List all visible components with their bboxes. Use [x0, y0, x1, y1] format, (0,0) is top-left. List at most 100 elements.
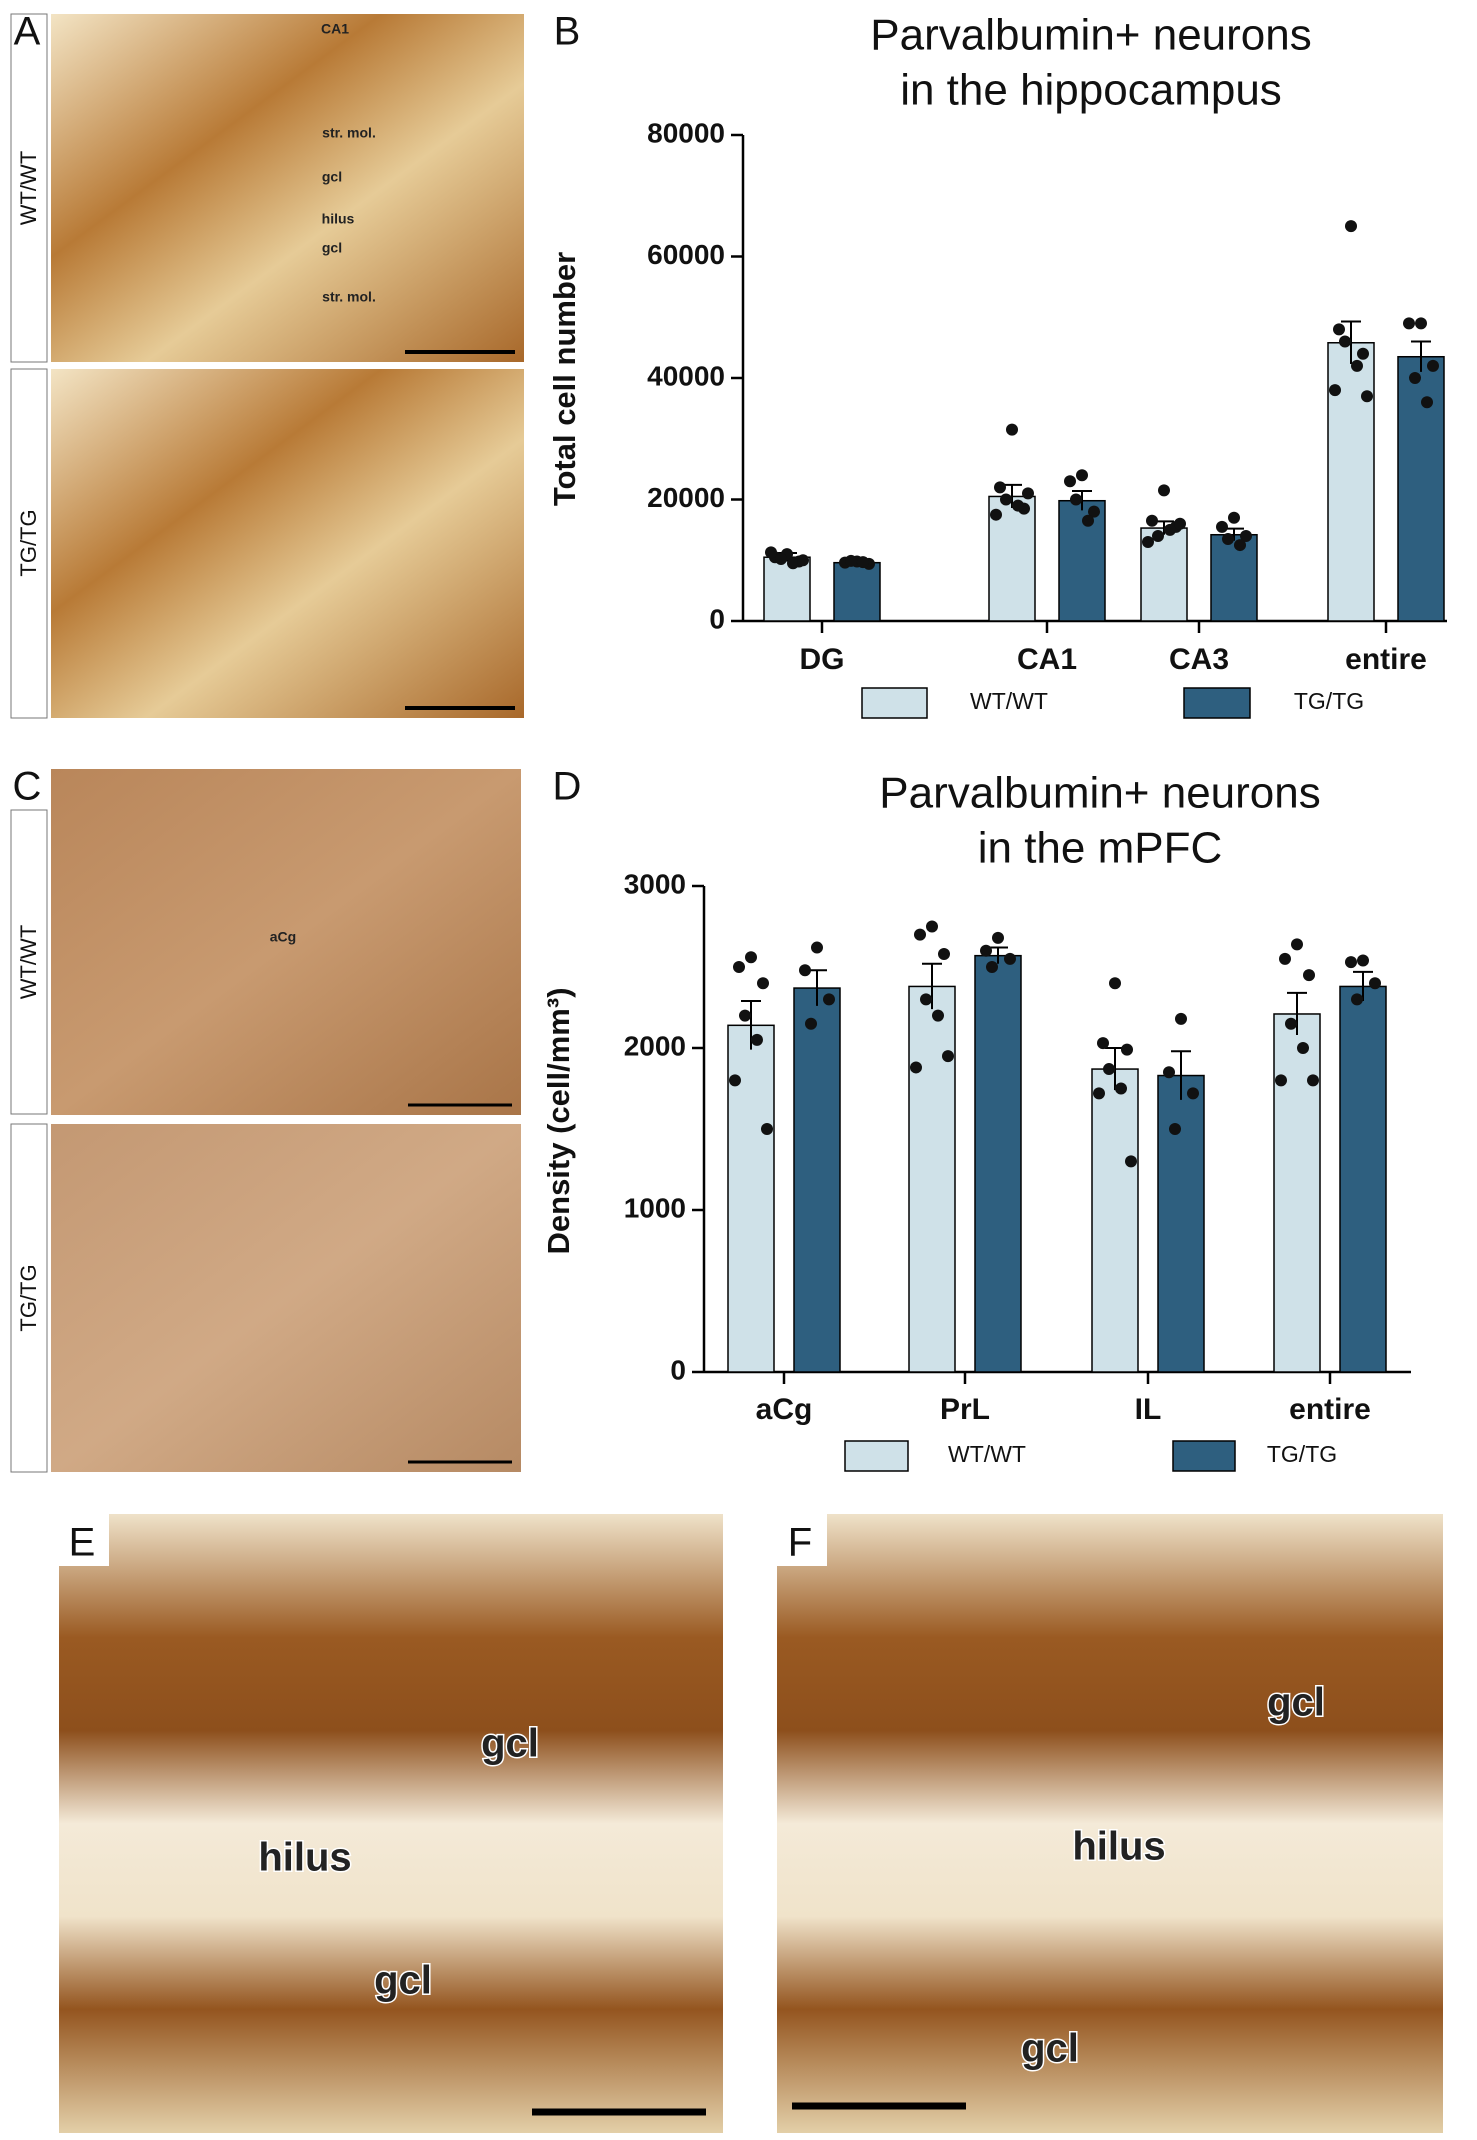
- data-point: [805, 1017, 817, 1030]
- legend-label: TG/TG: [1267, 1441, 1337, 1467]
- data-point: [994, 481, 1006, 494]
- chart-title: in the hippocampus: [900, 66, 1282, 115]
- annotation: hilus: [322, 211, 355, 227]
- data-point: [932, 1009, 944, 1022]
- data-point: [1275, 1074, 1287, 1087]
- data-point: [980, 944, 992, 957]
- bar: [763, 556, 811, 622]
- letter-bg: [777, 1514, 827, 1566]
- legend-swatch: [1172, 1440, 1236, 1472]
- micrograph: [777, 1514, 1443, 2133]
- legend-label: WT/WT: [948, 1441, 1026, 1467]
- chart-title: Parvalbumin+ neurons: [879, 769, 1320, 818]
- data-point: [811, 941, 823, 954]
- legend-swatch: [844, 1440, 909, 1472]
- panel-a: [10, 13, 524, 719]
- data-point: [1146, 514, 1158, 527]
- data-point: [757, 977, 769, 990]
- bar: [1157, 1074, 1205, 1373]
- bar: [1210, 533, 1258, 622]
- data-point: [1070, 493, 1082, 506]
- data-point: [1175, 1012, 1187, 1025]
- panel-letter: B: [554, 10, 581, 54]
- x-tick-label: IL: [1135, 1393, 1162, 1426]
- error-bar: [922, 962, 942, 1010]
- data-point: [938, 948, 950, 961]
- annotation: gcl: [322, 240, 342, 256]
- data-point: [926, 920, 938, 933]
- data-point: [1121, 1043, 1133, 1056]
- x-tick-label: entire: [1289, 1393, 1371, 1426]
- data-point: [1125, 1155, 1137, 1168]
- data-point: [1415, 317, 1427, 330]
- data-point: [745, 951, 757, 964]
- data-point: [739, 1009, 751, 1022]
- error-bar: [1341, 320, 1361, 365]
- row-label-box: [10, 13, 48, 363]
- row-label-box: [10, 1123, 48, 1473]
- bar: [1273, 1013, 1321, 1373]
- data-point: [920, 993, 932, 1006]
- annotation: gcl: [481, 1722, 539, 1766]
- data-point: [1000, 493, 1012, 506]
- data-point: [1240, 529, 1252, 542]
- data-point: [1345, 220, 1357, 233]
- data-point: [1369, 977, 1381, 990]
- legend-label: TG/TG: [1294, 688, 1364, 714]
- row-label: TG/TG: [16, 509, 41, 576]
- data-point: [1088, 505, 1100, 518]
- chart-title: in the mPFC: [978, 824, 1223, 873]
- data-point: [1004, 952, 1016, 965]
- data-point: [1064, 475, 1076, 488]
- data-point: [1076, 469, 1088, 482]
- annotation: gcl: [1267, 1681, 1325, 1725]
- y-tick-label: 0: [670, 1354, 686, 1385]
- data-point: [1285, 1017, 1297, 1030]
- data-point: [942, 1050, 954, 1063]
- data-point: [1103, 1063, 1115, 1076]
- data-point: [1403, 317, 1415, 330]
- data-point: [797, 554, 809, 567]
- error-bar: [1287, 991, 1307, 1036]
- data-point: [1421, 396, 1433, 409]
- micrograph: [51, 14, 524, 362]
- micrograph: [51, 369, 524, 718]
- row-label-box: [10, 368, 48, 719]
- x-tick-label: PrL: [940, 1393, 990, 1426]
- data-point: [1297, 1042, 1309, 1054]
- data-point: [1216, 520, 1228, 533]
- bar: [1058, 499, 1106, 622]
- data-point: [986, 961, 998, 973]
- data-point: [1228, 511, 1240, 524]
- letter-bg: [59, 1514, 109, 1566]
- data-point: [1351, 359, 1363, 372]
- data-point: [914, 928, 926, 941]
- data-point: [1307, 1074, 1319, 1087]
- data-point: [733, 961, 745, 973]
- annotation: gcl: [374, 1959, 432, 2003]
- x-tick-label: aCg: [756, 1393, 813, 1426]
- data-point: [1152, 529, 1164, 542]
- bar: [908, 985, 956, 1373]
- y-tick-label: 1000: [624, 1192, 686, 1223]
- row-label-box: [10, 809, 48, 1115]
- y-tick-label: 0: [709, 603, 725, 634]
- bar: [1339, 985, 1387, 1373]
- data-point: [1222, 532, 1234, 545]
- panel-letter: D: [553, 765, 582, 809]
- data-point: [1329, 384, 1341, 397]
- y-axis-label: Density (cell/mm³): [541, 987, 576, 1254]
- data-point: [1361, 390, 1373, 403]
- row-label: WT/WT: [16, 925, 41, 1000]
- data-point: [1427, 359, 1439, 372]
- data-point: [1006, 423, 1018, 436]
- panel-letter: A: [14, 10, 41, 54]
- panel-e-f: [59, 1514, 1443, 2133]
- data-point: [1169, 1123, 1181, 1135]
- x-tick-label: CA3: [1169, 643, 1229, 676]
- legend-swatch: [861, 687, 928, 719]
- data-point: [990, 508, 1002, 521]
- data-point: [1022, 487, 1034, 500]
- y-tick-label: 60000: [647, 239, 725, 270]
